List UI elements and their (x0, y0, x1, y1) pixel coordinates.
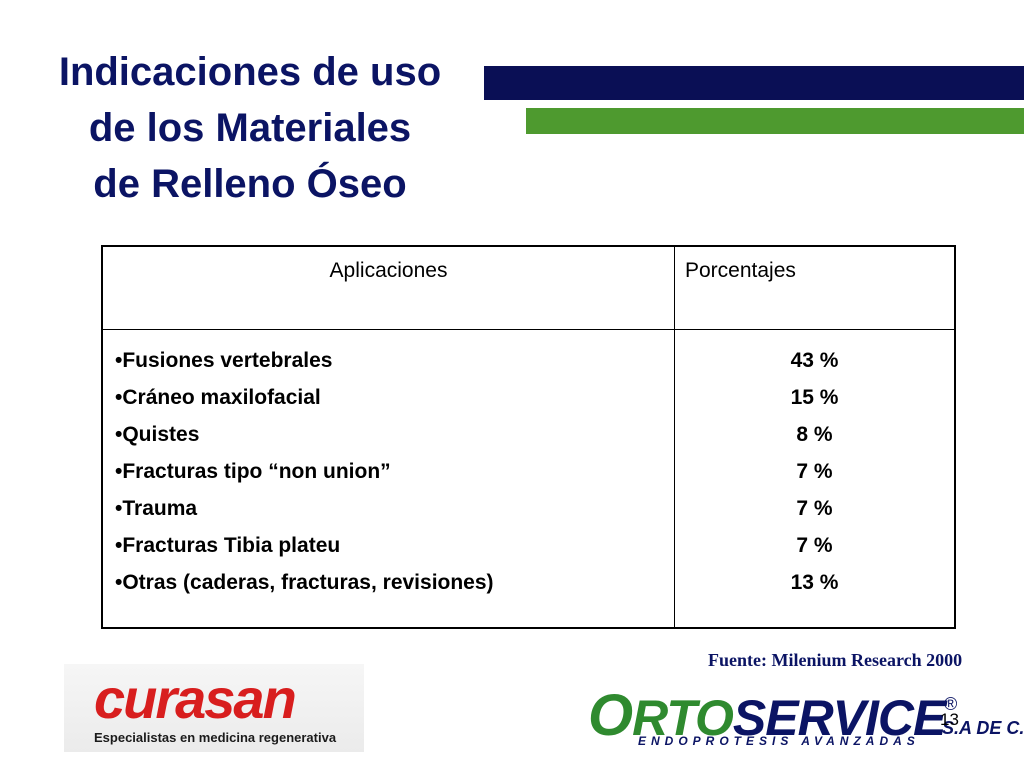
application-item: •Otras (caderas, fracturas, revisiones) (115, 571, 494, 594)
application-item: •Cráneo maxilofacial (115, 386, 321, 409)
application-item: •Fracturas tipo “non union” (115, 460, 391, 483)
percentages-column: 43 % 15 % 8 % 7 % 7 % 7 % 13 % (675, 330, 954, 627)
registered-mark: ® (944, 694, 958, 714)
decorative-navy-bar (484, 66, 1024, 100)
applications-table: Aplicaciones Porcentajes •Fusiones verte… (101, 245, 956, 629)
percent-value: 7 % (796, 460, 833, 483)
percent-value: 43 % (790, 349, 839, 372)
ortoservice-suffix: S.A DE C.V (942, 718, 1024, 738)
slide-title: Indicaciones de uso de los Materiales de… (58, 50, 442, 206)
percent-value: 7 % (796, 534, 833, 557)
ortoservice-tagline: ENDOPROTESIS AVANZADAS (638, 734, 920, 748)
percent-value: 7 % (796, 497, 833, 520)
header-aplicaciones: Aplicaciones (103, 247, 675, 330)
ortoservice-logo: ORTOSERVICE ® ENDOPROTESIS AVANZADAS S.A… (586, 678, 1024, 768)
applications-column: •Fusiones vertebrales •Cráneo maxilofaci… (103, 330, 675, 627)
application-item: •Fracturas Tibia plateu (115, 534, 341, 557)
curasan-tagline: Especialistas en medicina regenerativa (94, 730, 337, 745)
header-porcentajes: Porcentajes (675, 247, 954, 330)
decorative-green-bar (526, 108, 1024, 134)
page-number: 13 (940, 710, 959, 729)
application-item: •Trauma (115, 497, 198, 520)
curasan-logo: curasan Especialistas en medicina regene… (64, 664, 364, 752)
percent-value: 15 % (790, 386, 839, 409)
percent-value: 13 % (790, 571, 839, 594)
application-item: •Quistes (115, 423, 200, 446)
ortoservice-wordmark: ORTOSERVICE (588, 683, 946, 748)
source-note: Fuente: Milenium Research 2000 (708, 650, 963, 670)
application-item: •Fusiones vertebrales (115, 349, 333, 372)
curasan-wordmark: curasan (94, 667, 297, 730)
percent-value: 8 % (796, 423, 833, 446)
